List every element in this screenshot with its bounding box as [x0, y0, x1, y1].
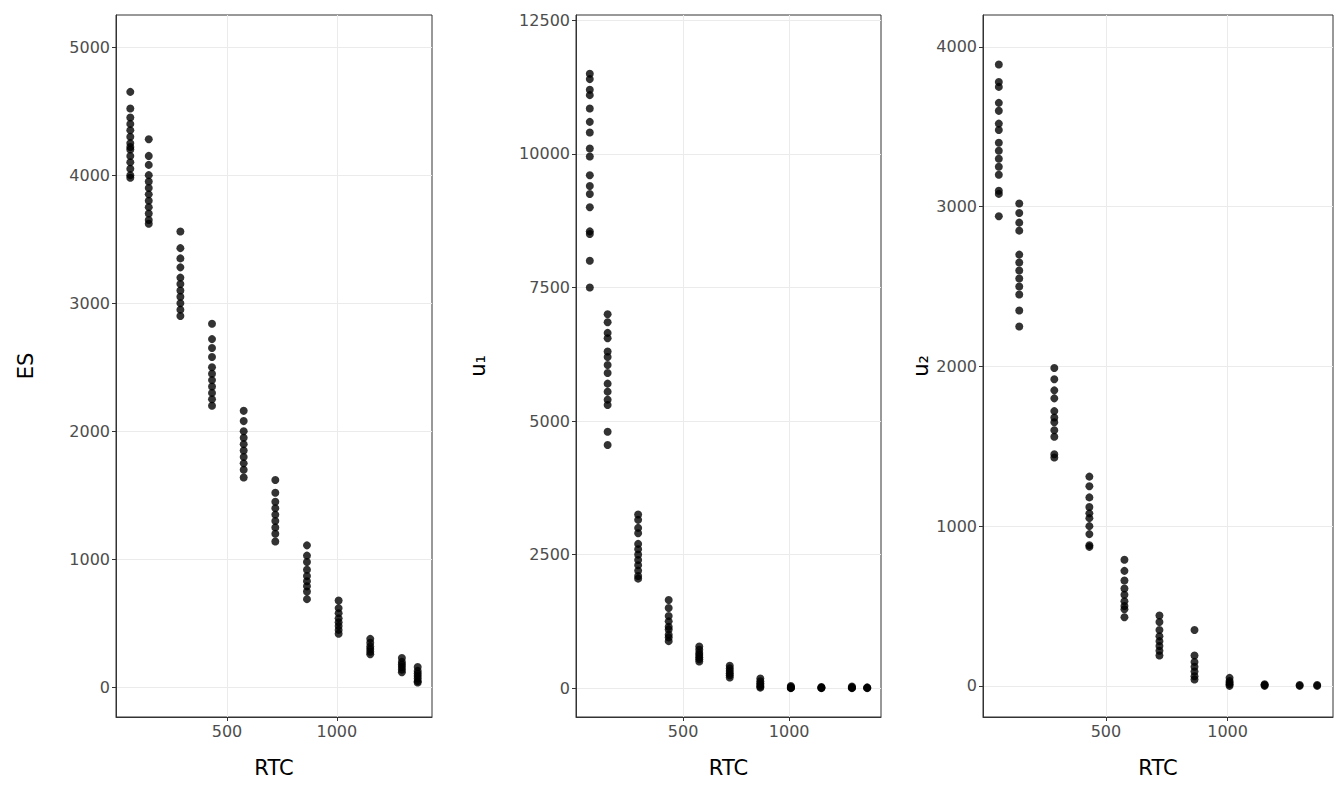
svg-text:2500: 2500: [529, 545, 570, 564]
svg-text:RTC: RTC: [1138, 756, 1177, 780]
svg-text:4000: 4000: [69, 166, 110, 185]
svg-text:3000: 3000: [936, 197, 977, 216]
svg-text:1000: 1000: [316, 722, 357, 741]
svg-text:u₁: u₁: [466, 355, 490, 377]
svg-text:1000: 1000: [769, 722, 810, 741]
svg-text:1000: 1000: [69, 550, 110, 569]
svg-text:500: 500: [668, 722, 699, 741]
svg-text:500: 500: [1091, 722, 1122, 741]
svg-text:5000: 5000: [69, 38, 110, 57]
svg-text:2000: 2000: [69, 422, 110, 441]
svg-text:3000: 3000: [69, 294, 110, 313]
svg-text:500: 500: [212, 722, 243, 741]
svg-text:7500: 7500: [529, 278, 570, 297]
svg-text:RTC: RTC: [709, 756, 748, 780]
svg-text:10000: 10000: [519, 144, 570, 163]
svg-text:RTC: RTC: [254, 756, 293, 780]
svg-text:12500: 12500: [519, 11, 570, 30]
svg-text:2000: 2000: [936, 357, 977, 376]
svg-text:0: 0: [967, 676, 977, 695]
svg-text:5000: 5000: [529, 412, 570, 431]
svg-text:0: 0: [100, 678, 110, 697]
svg-text:4000: 4000: [936, 37, 977, 56]
svg-text:1000: 1000: [936, 517, 977, 536]
svg-text:1000: 1000: [1207, 722, 1248, 741]
svg-text:u₂: u₂: [909, 355, 933, 377]
svg-text:ES: ES: [14, 353, 38, 380]
svg-text:0: 0: [560, 679, 570, 698]
